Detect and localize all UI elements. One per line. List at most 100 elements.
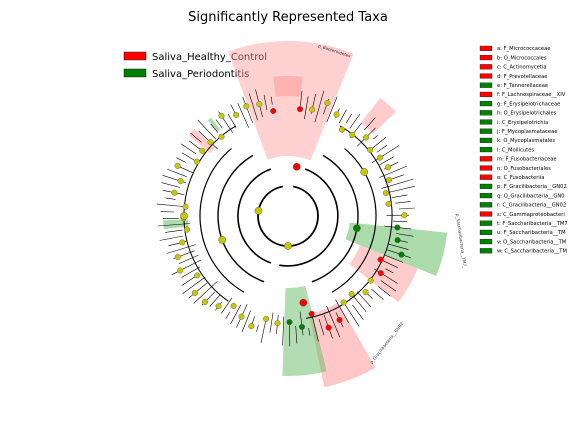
shade-bacteroidetes <box>228 40 354 161</box>
leaf-node <box>174 253 181 260</box>
leaf-node <box>377 256 384 263</box>
leaf-branch <box>230 104 236 114</box>
leaf-branch <box>386 185 415 194</box>
shade-f-lachno <box>360 97 396 134</box>
key-label: s: C_Gammaproteobacteri <box>497 212 565 218</box>
leaf-branch <box>282 316 285 346</box>
key-label: b: O_Micrococcales <box>497 55 547 61</box>
leaf-node <box>386 176 393 183</box>
leaf-branch <box>181 152 195 161</box>
leaf-node <box>243 103 250 110</box>
leaf-node <box>336 316 343 323</box>
leaf-branch <box>335 299 350 324</box>
leaf-node <box>177 267 184 274</box>
key-label: g: F_Erysipelotrichaceae <box>497 101 560 107</box>
internal-node <box>284 242 292 250</box>
leaf-branch <box>388 243 409 250</box>
leaf-node <box>385 200 392 207</box>
key-label: v: O_Saccharibacteria__TM <box>497 239 566 245</box>
key-label: t: F_Saccharibacteria__TM7 <box>497 221 568 227</box>
shade-gammaproteo <box>308 302 376 388</box>
key-label: l: C_Mollicutes <box>497 147 534 153</box>
leaf-branch <box>379 165 407 178</box>
shade-prevotellaceae <box>273 76 303 97</box>
leaf-node <box>256 101 263 108</box>
leaf-branch <box>396 233 414 237</box>
leaf-branch <box>381 178 414 189</box>
leaf-node <box>382 189 389 196</box>
leaf-node <box>201 299 208 306</box>
leaf-branch <box>363 117 376 131</box>
branch-arc <box>183 125 237 302</box>
key-label: p: F_Gracilibacteria__GN02 <box>497 184 567 190</box>
legend-swatch-healthy <box>123 51 147 61</box>
legend-label-healthy: Saliva_Healthy_Control <box>152 52 267 63</box>
leaf-node <box>385 164 392 171</box>
leaf-branch <box>159 235 184 241</box>
key-label: d: F_Prevotellaceae <box>497 74 547 80</box>
internal-node <box>254 206 263 215</box>
key-swatch <box>479 211 493 217</box>
tree-nodes <box>171 99 408 331</box>
leaf-node <box>233 111 240 118</box>
leaf-node <box>324 99 331 106</box>
leaf-branch <box>176 157 186 163</box>
leaf-branch <box>345 113 352 124</box>
branch-arc <box>237 168 272 264</box>
leaf-branch <box>304 96 309 120</box>
leaf-branch <box>190 132 202 143</box>
leaf-branch <box>371 145 400 163</box>
leaf-branch <box>188 282 208 299</box>
key-swatch <box>479 110 493 116</box>
leaf-node <box>348 291 355 298</box>
leaf-branch <box>356 291 372 308</box>
leaf-node <box>270 107 277 114</box>
leaf-node <box>191 290 198 297</box>
leaf-node <box>274 320 281 327</box>
branch-arc <box>306 125 393 319</box>
branch-arc <box>199 148 245 293</box>
leaf-node <box>367 277 374 284</box>
leaf-node <box>362 289 369 296</box>
leaf-node <box>308 310 315 317</box>
leaf-node <box>193 158 200 165</box>
leaf-node <box>218 133 225 140</box>
leaf-branch <box>379 156 394 166</box>
leaf-branch <box>371 288 384 300</box>
leaf-branch <box>395 201 411 204</box>
taxa-key: a: F_Micrococcaceae b: O_Micrococcales c: … <box>479 45 568 255</box>
key-label: r: C_Gracilibacteria__GN02 <box>497 203 566 209</box>
leaf-branch <box>241 310 251 333</box>
key-swatch <box>479 82 493 88</box>
key-swatch <box>479 220 493 226</box>
internal-node <box>180 212 188 220</box>
leaf-node <box>199 147 206 154</box>
figure-title: Significantly Represented Taxa <box>188 10 388 25</box>
branch-arc <box>257 185 319 247</box>
key-swatch <box>479 248 493 254</box>
leaf-node <box>297 106 304 113</box>
leaf-branch <box>378 286 391 297</box>
leaf-node <box>401 212 408 219</box>
leaf-branch <box>385 268 394 274</box>
leaf-node <box>179 239 186 246</box>
leaf-node <box>218 112 225 119</box>
key-swatch <box>479 174 493 180</box>
leaf-branch <box>270 96 273 105</box>
leaf-node <box>299 323 306 330</box>
leaf-branch <box>179 166 193 173</box>
clade-shading <box>163 40 448 388</box>
legend-label-periodontitis: Saliva_Periodontitis <box>152 69 249 80</box>
key-swatch <box>479 239 493 245</box>
leaf-branch <box>352 304 364 320</box>
leaf-branch <box>230 304 242 324</box>
leaf-branch <box>237 103 249 128</box>
legend-swatch-periodontitis <box>123 68 147 78</box>
group-legend: Saliva_Healthy_Control Saliva_Periodonti… <box>123 51 267 80</box>
leaf-branch <box>221 297 233 314</box>
leaf-node <box>215 303 222 310</box>
key-swatch <box>479 229 493 235</box>
leaf-branch <box>178 254 199 264</box>
leaf-node <box>263 315 270 322</box>
